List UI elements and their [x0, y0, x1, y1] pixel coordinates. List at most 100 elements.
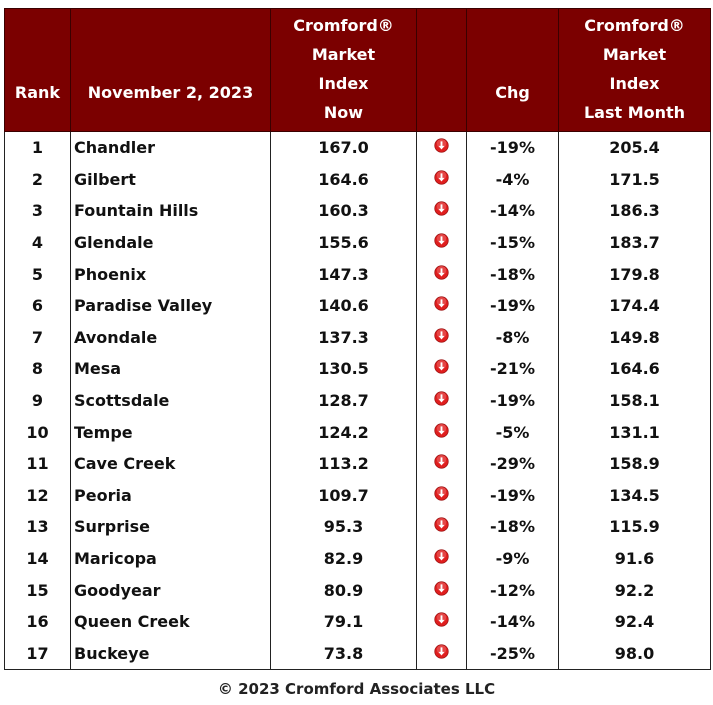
- direction-cell: [416, 574, 467, 606]
- rank-cell: 13: [4, 511, 71, 543]
- direction-cell: [416, 479, 467, 512]
- index-now-cell: 130.5: [270, 353, 417, 385]
- chg-cell: -14%: [466, 195, 559, 227]
- market-index-table-container: Rank November 2, 2023 Cromford® Market I…: [4, 8, 711, 671]
- down-arrow-icon: [434, 517, 449, 533]
- chg-cell: -21%: [466, 353, 559, 385]
- header-rank: Rank: [4, 8, 71, 132]
- rank-cell: 14: [4, 542, 71, 575]
- chg-cell: -19%: [466, 131, 559, 164]
- city-cell: Buckeye: [70, 637, 271, 671]
- city-cell: Fountain Hills: [70, 195, 271, 227]
- city-cell: Maricopa: [70, 542, 271, 575]
- city-cell: Tempe: [70, 416, 271, 448]
- rank-cell: 7: [4, 321, 71, 354]
- city-cell: Mesa: [70, 353, 271, 385]
- city-cell: Glendale: [70, 226, 271, 259]
- down-arrow-icon: [434, 170, 449, 185]
- city-cell: Paradise Valley: [70, 289, 271, 322]
- index-now-cell: 128.7: [270, 384, 417, 417]
- table-body: 1 Chandler 167.0 -19% 205.4 2 Gilbert 164.6 -4% 1…: [4, 131, 711, 671]
- city-cell: Goodyear: [70, 574, 271, 606]
- index-last-month-cell: 158.9: [558, 447, 711, 480]
- down-arrow-icon: [434, 454, 449, 469]
- direction-cell: [416, 447, 467, 480]
- index-now-cell: 80.9: [270, 574, 417, 606]
- index-now-cell: 147.3: [270, 258, 417, 290]
- chg-cell: -25%: [466, 637, 559, 671]
- down-arrow-icon: [434, 486, 449, 501]
- table-row: 5 Phoenix 147.3 -18% 179.8: [4, 258, 711, 290]
- direction-cell: [416, 131, 467, 164]
- header-last-line-3: Index: [609, 74, 660, 93]
- header-direction: [416, 8, 467, 132]
- down-arrow-icon: [434, 328, 449, 343]
- index-last-month-cell: 205.4: [558, 131, 711, 164]
- index-last-month-cell: 174.4: [558, 289, 711, 322]
- down-arrow-icon: [434, 201, 449, 217]
- city-cell: Gilbert: [70, 163, 271, 196]
- city-cell: Scottsdale: [70, 384, 271, 417]
- direction-cell: [416, 542, 467, 575]
- index-now-cell: 73.8: [270, 637, 417, 671]
- chg-cell: -4%: [466, 163, 559, 196]
- down-arrow-icon: [434, 359, 449, 375]
- chg-cell: -15%: [466, 226, 559, 259]
- index-last-month-cell: 131.1: [558, 416, 711, 448]
- index-now-cell: 79.1: [270, 605, 417, 638]
- rank-cell: 1: [4, 131, 71, 164]
- down-arrow-icon: [434, 138, 449, 153]
- table-row: 2 Gilbert 164.6 -4% 171.5: [4, 163, 711, 196]
- header-date: November 2, 2023: [70, 8, 271, 132]
- index-last-month-cell: 186.3: [558, 195, 711, 227]
- down-arrow-icon: [434, 612, 449, 627]
- table-row: 16 Queen Creek 79.1 -14% 92.4: [4, 605, 711, 638]
- header-chg: Chg: [466, 8, 559, 132]
- table-row: 1 Chandler 167.0 -19% 205.4: [4, 131, 711, 164]
- direction-cell: [416, 321, 467, 354]
- index-now-cell: 140.6: [270, 289, 417, 322]
- chg-cell: -14%: [466, 605, 559, 638]
- down-arrow-icon: [434, 265, 449, 280]
- direction-cell: [416, 605, 467, 638]
- down-arrow-icon: [434, 391, 449, 406]
- index-last-month-cell: 149.8: [558, 321, 711, 354]
- index-now-cell: 167.0: [270, 131, 417, 164]
- table-row: 13 Surprise 95.3 -18% 115.9: [4, 511, 711, 543]
- city-cell: Peoria: [70, 479, 271, 512]
- header-index-last-month: Cromford® Market Index Last Month: [558, 8, 711, 132]
- index-last-month-cell: 92.2: [558, 574, 711, 606]
- index-now-cell: 113.2: [270, 447, 417, 480]
- down-arrow-icon: [434, 580, 449, 596]
- index-last-month-cell: 183.7: [558, 226, 711, 259]
- direction-cell: [416, 637, 467, 671]
- table-row: 9 Scottsdale 128.7 -19% 158.1: [4, 384, 711, 417]
- direction-cell: [416, 195, 467, 227]
- index-now-cell: 95.3: [270, 511, 417, 543]
- rank-cell: 5: [4, 258, 71, 290]
- rank-cell: 2: [4, 163, 71, 196]
- direction-cell: [416, 226, 467, 259]
- index-last-month-cell: 134.5: [558, 479, 711, 512]
- direction-cell: [416, 416, 467, 448]
- index-now-cell: 109.7: [270, 479, 417, 512]
- city-cell: Phoenix: [70, 258, 271, 290]
- table-row: 7 Avondale 137.3 -8% 149.8: [4, 321, 711, 354]
- direction-cell: [416, 384, 467, 417]
- down-arrow-icon: [434, 644, 449, 659]
- direction-cell: [416, 511, 467, 543]
- index-now-cell: 160.3: [270, 195, 417, 227]
- city-cell: Queen Creek: [70, 605, 271, 638]
- rank-cell: 3: [4, 195, 71, 227]
- rank-cell: 12: [4, 479, 71, 512]
- table-row: 15 Goodyear 80.9 -12% 92.2: [4, 574, 711, 606]
- header-last-line-2: Market: [602, 45, 667, 64]
- table-header-row: Rank November 2, 2023 Cromford® Market I…: [4, 8, 711, 132]
- index-last-month-cell: 98.0: [558, 637, 711, 671]
- rank-cell: 16: [4, 605, 71, 638]
- table-row: 4 Glendale 155.6 -15% 183.7: [4, 226, 711, 259]
- rank-cell: 6: [4, 289, 71, 322]
- index-last-month-cell: 164.6: [558, 353, 711, 385]
- rank-cell: 15: [4, 574, 71, 606]
- table-row: 12 Peoria 109.7 -19% 134.5: [4, 479, 711, 512]
